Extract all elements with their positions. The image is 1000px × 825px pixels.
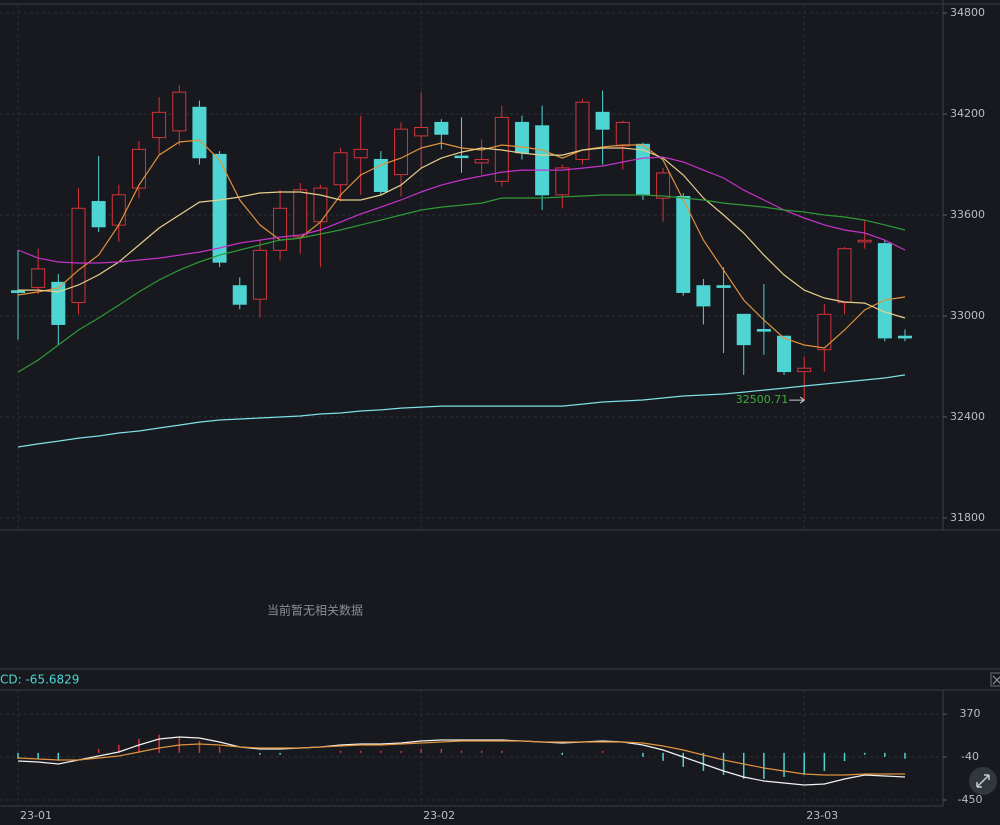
moving-average-line [17,156,906,264]
candle-body [91,201,106,228]
candle-body [877,243,892,339]
moving-average-line [17,374,906,448]
candle-body [857,239,872,243]
candle-body [31,268,46,288]
candle-body [111,194,126,226]
candle-body [252,249,267,300]
candle-body [474,158,489,164]
candle-body [414,126,429,137]
candle-body [71,207,86,304]
low-price-label: 32500.71 [736,393,789,406]
macd-title: CD: -65.6829 [0,673,79,687]
candle-body [11,290,25,293]
candle-body [696,285,711,307]
candle-body [333,152,348,186]
candle-body [394,128,409,176]
close-button[interactable] [990,672,1000,687]
y-tick-label: 32400 [950,410,985,423]
empty-panel-note: 当前暂无相关数据 [267,603,363,618]
candle-body [817,313,832,351]
candle-body [434,121,449,135]
expand-icon[interactable] [976,774,990,788]
candle-body [756,328,771,332]
y-tick-label: -40 [961,750,979,763]
candle-body [575,101,590,160]
y-tick-label: 33600 [950,208,985,221]
candle-body [51,281,66,325]
candle-body [595,111,610,130]
candle-body [615,121,630,147]
candle-body [131,148,146,189]
candle-body [454,155,469,159]
y-tick-label: 31800 [950,511,985,524]
candle-body [837,248,852,304]
candle-body [152,111,167,139]
y-tick-label: -450 [958,793,983,806]
candle-body [797,367,812,373]
candle-body [273,207,288,251]
y-tick-label: 370 [960,707,981,720]
candle-body [232,285,247,305]
candle-body [777,335,792,373]
candle-body [212,153,227,263]
x-tick-label: 23-02 [423,809,455,822]
candle-body [353,148,368,159]
macd-line [17,740,905,776]
candle-body [676,196,691,293]
moving-average-line [17,139,906,349]
moving-average-line [18,147,906,319]
candle-body [192,106,207,159]
x-tick-label: 23-01 [20,809,52,822]
y-tick-label: 34200 [950,107,985,120]
candle-body [736,313,751,346]
candle-body [716,285,731,288]
candle-body [555,167,570,196]
candle-body [172,91,187,132]
x-tick-label: 23-03 [806,809,838,822]
candle-body [535,125,550,196]
macd-line [17,736,906,786]
candle-body [373,158,388,192]
moving-average-line [17,194,906,373]
candle-body [898,335,912,339]
y-tick-label: 33000 [950,309,985,322]
candle-body [293,189,308,238]
low-price-arrow [789,396,806,404]
candle-body [656,172,671,199]
y-tick-label: 34800 [950,6,985,19]
